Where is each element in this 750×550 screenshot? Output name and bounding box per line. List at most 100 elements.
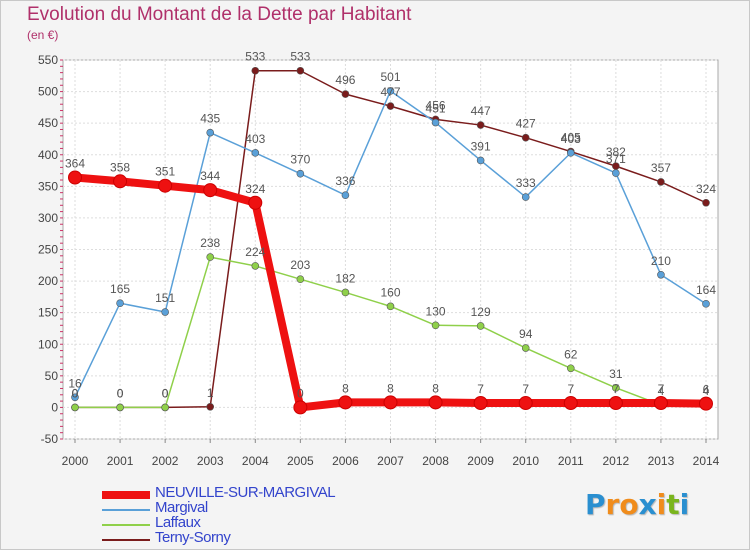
data-label: 371 <box>606 152 626 166</box>
data-label: 403 <box>245 132 265 146</box>
data-label: 129 <box>471 305 491 319</box>
data-label: 364 <box>65 156 85 170</box>
data-point <box>473 395 488 410</box>
x-tick-label: 2001 <box>107 454 134 468</box>
data-point <box>657 270 665 279</box>
y-tick-label: 50 <box>45 369 59 383</box>
legend-swatch-terny-sorny <box>102 538 150 541</box>
data-point <box>248 195 263 210</box>
y-tick-label: 150 <box>38 306 58 320</box>
chart-unit: (en €) <box>27 28 59 42</box>
logo-letter: i <box>679 488 690 521</box>
x-tick-label: 2013 <box>648 454 675 468</box>
x-tick-label: 2010 <box>512 454 539 468</box>
data-label: 405 <box>561 131 581 145</box>
y-tick-label: 100 <box>38 337 58 351</box>
data-point <box>296 169 305 178</box>
data-label: 182 <box>335 271 355 285</box>
data-label: 224 <box>245 245 265 259</box>
data-label: 203 <box>290 258 310 272</box>
data-label: 451 <box>426 102 446 116</box>
y-tick-label: -50 <box>41 432 59 446</box>
y-tick-label: 200 <box>38 274 58 288</box>
data-point <box>116 299 124 307</box>
data-point <box>702 198 710 207</box>
data-label: 0 <box>117 386 124 400</box>
data-label: 391 <box>471 139 491 153</box>
y-tick-label: 400 <box>38 148 58 162</box>
data-label: 130 <box>426 304 446 318</box>
data-point <box>116 403 124 412</box>
data-point <box>338 395 353 410</box>
data-point <box>251 66 260 75</box>
data-label: 7 <box>613 382 620 396</box>
data-point <box>476 121 485 129</box>
data-label: 447 <box>471 104 491 118</box>
data-point <box>296 66 305 75</box>
data-label: 6 <box>703 383 710 397</box>
legend-label-terny-sorny: Terny-Sorny <box>155 529 231 546</box>
data-point <box>206 402 215 411</box>
data-label: 344 <box>200 169 220 183</box>
data-point <box>566 149 575 157</box>
data-point <box>476 322 485 330</box>
data-label: 336 <box>335 174 355 188</box>
data-point <box>386 302 395 311</box>
legend-swatch-neuville <box>102 490 150 499</box>
data-label: 7 <box>477 382 484 396</box>
legend-label-neuville: NEUVILLE-SUR-MARGIVAL <box>155 484 336 501</box>
data-label: 370 <box>290 153 310 167</box>
data-label: 8 <box>387 381 394 395</box>
data-point <box>428 395 443 410</box>
x-tick-label: 2004 <box>242 454 269 468</box>
logo-letter: P <box>585 488 606 521</box>
logo-letter: r <box>605 488 620 521</box>
data-label: 357 <box>651 161 671 175</box>
data-label: 0 <box>297 386 304 400</box>
data-label: 0 <box>72 386 79 400</box>
x-tick-label: 2007 <box>377 454 404 468</box>
data-label: 160 <box>380 285 400 299</box>
data-label: 403 <box>561 132 581 146</box>
data-point <box>68 170 82 185</box>
x-tick-label: 2002 <box>152 454 179 468</box>
data-label: 1 <box>207 386 214 400</box>
data-point <box>251 262 260 270</box>
data-point <box>476 156 485 165</box>
data-point <box>612 169 620 177</box>
data-label: 7 <box>658 382 665 396</box>
y-tick-label: 550 <box>38 53 58 67</box>
data-point <box>431 118 440 127</box>
legend-swatch-laffaux <box>102 523 150 526</box>
y-tick-label: 450 <box>38 116 58 130</box>
y-tick-label: 0 <box>51 400 58 414</box>
data-label: 324 <box>245 182 265 196</box>
data-label: 0 <box>162 386 169 400</box>
data-point <box>296 275 305 283</box>
data-point <box>71 393 79 402</box>
data-label: 324 <box>696 182 716 196</box>
data-label: 62 <box>564 347 578 361</box>
data-point <box>431 321 440 330</box>
data-label: 4 <box>703 384 710 398</box>
data-label: 4 <box>658 384 665 398</box>
data-label: 456 <box>426 98 446 112</box>
data-point <box>206 253 215 261</box>
x-tick-label: 2011 <box>558 454 584 468</box>
data-point <box>563 395 578 410</box>
data-point <box>699 396 713 411</box>
data-point <box>521 133 530 142</box>
data-label: 16 <box>68 376 82 390</box>
legend-swatch-margival <box>102 508 150 511</box>
data-label: 533 <box>245 50 265 64</box>
x-tick-label: 2006 <box>332 454 359 468</box>
data-point <box>653 395 668 410</box>
data-point <box>386 102 395 110</box>
data-point <box>341 191 350 199</box>
y-tick-label: 300 <box>38 211 58 225</box>
data-label: 0 <box>117 386 124 400</box>
data-point <box>521 193 530 201</box>
data-point <box>341 288 350 297</box>
data-point <box>521 344 530 352</box>
